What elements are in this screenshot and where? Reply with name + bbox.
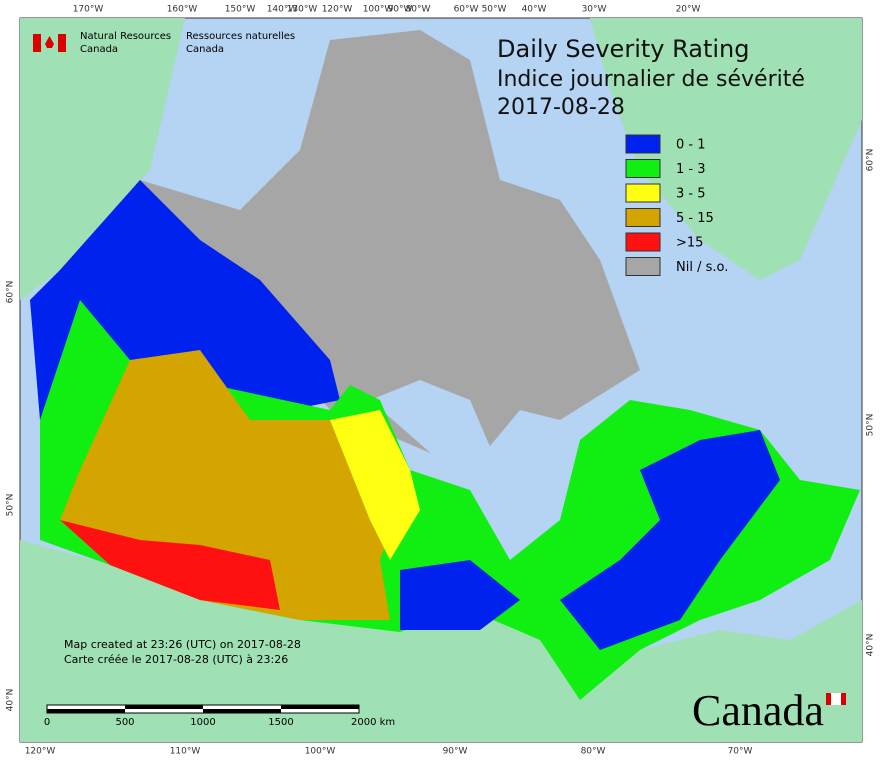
canada-wordmark: Canada — [692, 686, 824, 735]
longitude-label: 40°W — [522, 5, 547, 15]
legend-swatch — [625, 183, 661, 203]
longitude-label: 120°W — [25, 747, 56, 757]
title: Daily Severity Rating — [497, 35, 749, 63]
longitude-label: 30°W — [582, 5, 607, 15]
title: Indice journalier de sévérité — [497, 67, 805, 92]
longitude-label: 120°W — [322, 5, 353, 15]
longitude-label: 140°W — [267, 5, 298, 15]
signature: Natural Resources Canada Ressources natu… — [33, 31, 295, 55]
latitude-label: 50°N — [6, 494, 16, 517]
zone-0-1-quebec — [560, 430, 780, 650]
longitude-label: 80°W — [406, 5, 431, 15]
longitude-label: 90°W — [388, 5, 413, 15]
legend-swatch — [625, 232, 661, 252]
wordmark-flag — [826, 693, 831, 705]
longitude-label: 130°W — [287, 5, 318, 15]
longitude-label: 100°W — [305, 747, 336, 757]
latitude-label: 60°N — [866, 149, 876, 172]
legend-label: 0 - 1 — [676, 138, 706, 153]
legend: 0 - 1 1 - 3 3 - 5 5 - 15 >15 Nil / s.o. — [625, 134, 728, 276]
zone-0-1-ontario — [400, 560, 520, 630]
legend-swatch — [625, 257, 661, 276]
agency-en: Canada — [80, 44, 118, 55]
scale-segment — [125, 705, 203, 709]
longitude-label: 90°W — [443, 747, 468, 757]
latitude-label: 40°N — [866, 634, 876, 657]
flag-bar — [58, 34, 66, 52]
alaska — [20, 18, 185, 300]
agency-en: Natural Resources — [80, 31, 171, 42]
usa — [20, 540, 862, 742]
legend-label: 3 - 5 — [676, 187, 706, 202]
longitude-label: 70°W — [728, 747, 753, 757]
longitude-label: 100°W — [363, 5, 394, 15]
scale-label: 0 — [44, 717, 50, 728]
wordmark-flag — [841, 693, 846, 705]
longitude-label: 110°W — [170, 747, 201, 757]
scale-segment — [47, 709, 125, 713]
scale-segment — [203, 709, 281, 713]
agency-fr: Canada — [186, 44, 224, 55]
scale-segment — [281, 705, 359, 709]
longitude-label: 160°W — [167, 5, 198, 15]
latitude-label: 40°N — [6, 689, 16, 712]
latitude-label: 60°N — [6, 281, 16, 304]
hudson-bay — [370, 380, 500, 470]
longitude-label: 60°W — [454, 5, 479, 15]
legend-swatch — [625, 208, 661, 227]
scale-bar: 0 500 1000 1500 2000 km — [44, 704, 395, 728]
longitude-label: 20°W — [676, 5, 701, 15]
longitude-label: 170°W — [73, 5, 104, 15]
agency-fr: Ressources naturelles — [186, 31, 295, 42]
legend-swatch — [625, 134, 661, 154]
longitude-label: 80°W — [581, 747, 606, 757]
latitude-label: 50°N — [866, 414, 876, 437]
scale-labels: 0 500 1000 1500 2000 km — [44, 717, 395, 728]
legend-label: 5 - 15 — [676, 211, 714, 226]
created-en: Map created at 23:26 (UTC) on 2017-08-28 — [64, 638, 301, 651]
legend-label: 1 - 3 — [676, 162, 706, 177]
zone-3-5 — [330, 410, 420, 560]
scale-label: 500 — [115, 717, 134, 728]
maple-leaf — [45, 36, 54, 48]
date: 2017-08-28 — [497, 95, 625, 120]
canada-north — [140, 30, 640, 470]
legend-label: Nil / s.o. — [676, 260, 728, 275]
flag-bar — [33, 34, 41, 52]
longitude-label: 150°W — [225, 5, 256, 15]
created-fr: Carte créée le 2017-08-28 (UTC) à 23:26 — [64, 653, 288, 666]
legend-label: >15 — [676, 236, 703, 251]
scale-label: 1500 — [268, 717, 293, 728]
longitude-label: 50°W — [482, 5, 507, 15]
scale-label: 1000 — [190, 717, 215, 728]
scale-label: 2000 km — [351, 717, 395, 728]
land — [20, 18, 862, 742]
greenland — [590, 18, 862, 280]
zone-over-15 — [60, 520, 280, 610]
legend-swatch — [625, 159, 661, 178]
